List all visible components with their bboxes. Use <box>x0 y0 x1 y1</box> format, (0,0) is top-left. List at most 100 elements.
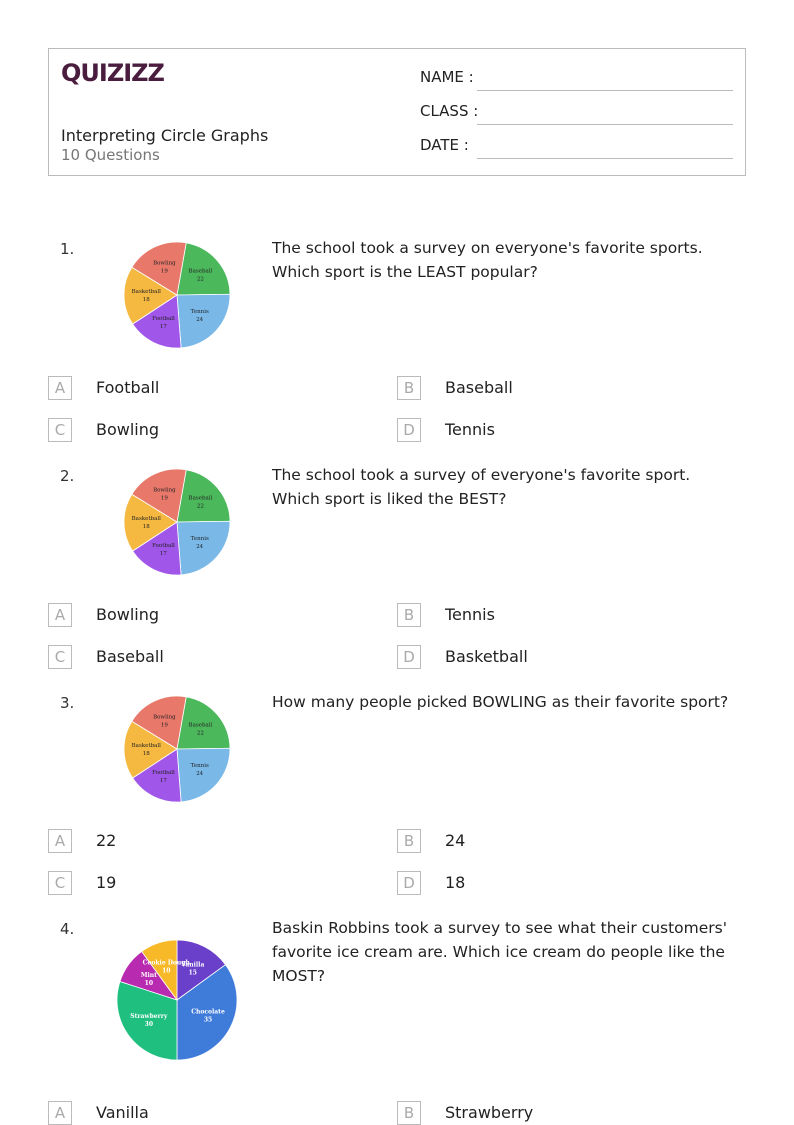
option-text: Bowling <box>96 605 160 624</box>
slice-value: 19 <box>161 495 168 501</box>
option-letter: A <box>48 1101 72 1125</box>
slice-label: Tennis <box>191 763 209 769</box>
slice-value: 15 <box>189 969 197 976</box>
pie-chart: Baseball 22 Tennis 24 Football 17 Basketball 18… <box>123 695 231 803</box>
title: Interpreting Circle Graphs <box>61 126 269 145</box>
pie-slice <box>176 242 231 296</box>
option-text: Bowling <box>96 420 160 439</box>
pie-slice <box>176 964 238 1061</box>
slice-value: 19 <box>161 268 168 274</box>
slice-value: 30 <box>145 1021 153 1028</box>
option-text: Football <box>96 378 160 397</box>
option-text: Baseball <box>96 647 164 666</box>
pie-slice <box>116 980 178 1061</box>
slice-label: Cookie Dough <box>143 959 191 966</box>
question-number: 3. <box>60 694 75 712</box>
option-letter: D <box>397 645 421 669</box>
slice-label: Baseball <box>189 723 213 729</box>
option-letter: D <box>397 871 421 895</box>
question-text: How many people picked BOWLING as their … <box>272 693 729 711</box>
slice-value: 17 <box>160 324 167 330</box>
field-line <box>477 89 733 91</box>
slice-label: Football <box>152 316 175 322</box>
slice-label: Basketball <box>132 516 162 522</box>
header: QUIZIZZ Interpreting Circle Graphs 10 Qu… <box>48 48 746 176</box>
pie-slice <box>131 468 187 523</box>
subtitle: 10 Questions <box>61 146 160 164</box>
slice-label: Mint <box>141 972 157 979</box>
pie-slice <box>123 493 178 552</box>
slice-value: 17 <box>160 551 167 557</box>
option-letter: B <box>397 829 421 853</box>
slice-label: Basketball <box>132 289 162 295</box>
pie-slice <box>123 266 178 325</box>
pie-slice <box>176 520 231 576</box>
option-text: 19 <box>96 873 117 892</box>
slice-label: Baseball <box>189 269 213 275</box>
option-letter: B <box>397 376 421 400</box>
field-line <box>477 123 733 125</box>
option-letter: A <box>48 603 72 627</box>
option-text: Vanilla <box>96 1103 149 1122</box>
pie-slice <box>132 294 182 349</box>
option-text: Strawberry <box>445 1103 534 1122</box>
option-letter: B <box>397 603 421 627</box>
slice-label: Tennis <box>191 536 209 542</box>
pie-slice <box>176 696 231 750</box>
question-text: The school took a survey on everyone's f… <box>272 239 703 281</box>
pie-slice <box>176 939 227 1001</box>
slice-value: 24 <box>196 771 203 777</box>
question-text: Baskin Robbins took a survey to see what… <box>272 919 727 985</box>
slice-label: Basketball <box>132 743 162 749</box>
logo: QUIZIZZ <box>61 59 165 87</box>
option-text: Tennis <box>445 420 495 439</box>
option-letter: C <box>48 871 72 895</box>
slice-value: 24 <box>196 544 203 550</box>
slice-value: 17 <box>160 778 167 784</box>
question-number: 4. <box>60 920 75 938</box>
pie-slice <box>131 695 187 750</box>
pie-chart: Baseball 22 Tennis 24 Football 17 Basketball 18… <box>123 241 231 349</box>
slice-label: Football <box>152 543 175 549</box>
slice-value: 24 <box>196 317 203 323</box>
slice-label: Vanilla <box>180 961 204 968</box>
slice-label: Football <box>152 770 175 776</box>
field-label: NAME : <box>420 68 474 86</box>
pie-slice <box>176 747 231 803</box>
slice-value: 18 <box>143 297 150 303</box>
pie-slice <box>141 939 178 1002</box>
slice-value: 22 <box>197 731 204 737</box>
option-text: Baseball <box>445 378 513 397</box>
slice-label: Bowling <box>153 260 176 266</box>
option-letter: D <box>397 418 421 442</box>
slice-value: 10 <box>145 980 153 987</box>
option-text: Tennis <box>445 605 495 624</box>
slice-value: 10 <box>162 967 170 974</box>
question-number: 1. <box>60 240 75 258</box>
option-text: 24 <box>445 831 466 850</box>
pie-slice <box>131 241 187 296</box>
option-letter: A <box>48 376 72 400</box>
option-letter: A <box>48 829 72 853</box>
slice-label: Bowling <box>153 487 176 493</box>
field-label: CLASS : <box>420 102 479 120</box>
pie-slice <box>123 720 178 779</box>
option-letter: B <box>397 1101 421 1125</box>
pie-chart: Baseball 22 Tennis 24 Football 17 Basketball 18… <box>123 468 231 576</box>
slice-label: Tennis <box>191 309 209 315</box>
pie-chart: Vanilla15Chocolate35Strawberry30Mint10Co… <box>116 939 238 1061</box>
slice-value: 19 <box>161 722 168 728</box>
pie-slice <box>132 748 182 803</box>
field-label: DATE : <box>420 136 469 154</box>
pie-slice <box>176 469 231 523</box>
question-text: The school took a survey of everyone's f… <box>272 466 691 508</box>
option-text: 22 <box>96 831 117 850</box>
field-line <box>477 157 733 159</box>
option-text: Basketball <box>445 647 528 666</box>
slice-value: 18 <box>143 524 150 530</box>
slice-value: 18 <box>143 751 150 757</box>
option-letter: C <box>48 645 72 669</box>
option-text: 18 <box>445 873 466 892</box>
option-letter: C <box>48 418 72 442</box>
slice-label: Bowling <box>153 714 176 720</box>
